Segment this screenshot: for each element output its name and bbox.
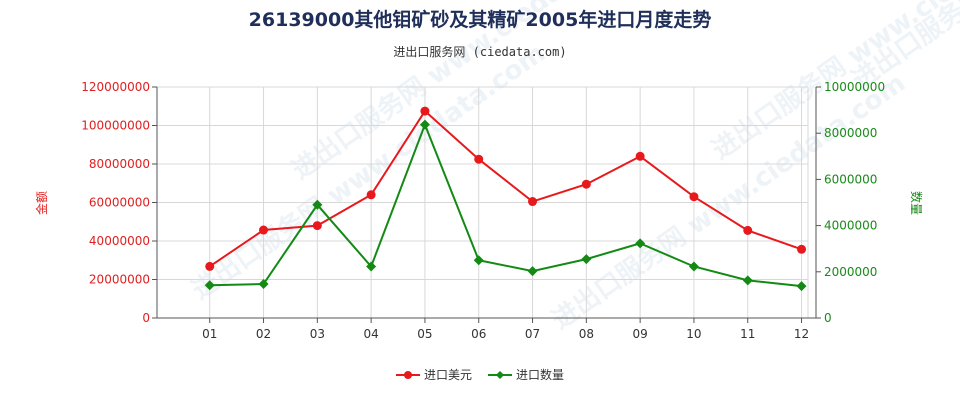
left-tick-label-4: 80000000	[89, 157, 150, 171]
left-tick-label-5: 100000000	[81, 119, 150, 133]
x-tick-label-8: 09	[632, 327, 647, 341]
watermark-text-2: 进出口服务网 www.ciedata.com	[547, 68, 911, 336]
series-2-point-06	[473, 255, 484, 266]
series-2-point-10	[688, 261, 699, 272]
series-2-point-12	[796, 281, 807, 292]
series-2-point-05	[419, 119, 430, 130]
series-2-point-11	[742, 275, 753, 286]
x-tick-label-4: 05	[417, 327, 432, 341]
right-axis-title: 数量	[909, 191, 924, 215]
right-tick-label-0: 0	[824, 311, 832, 325]
series-1-point-12	[797, 244, 807, 254]
legend-marker-1	[404, 371, 412, 379]
series-1-point-05	[420, 106, 430, 116]
legend: 进口美元 进口数量	[396, 367, 564, 382]
series-2-point-03	[312, 199, 323, 210]
right-tick-label-2: 4000000	[824, 219, 877, 233]
legend-label-2: 进口数量	[516, 367, 564, 382]
left-tick-label-0: 0	[142, 311, 150, 325]
left-tick-label-6: 120000000	[81, 80, 150, 94]
right-tick-label-5: 10000000	[824, 80, 885, 94]
legend-label-1: 进口美元	[424, 368, 472, 382]
x-tick-label-1: 02	[256, 327, 271, 341]
series-2-point-04	[366, 261, 377, 272]
series-1-point-11	[743, 225, 753, 235]
series-2-point-01	[204, 280, 215, 291]
x-tick-label-7: 08	[579, 327, 594, 341]
series-layer	[204, 106, 807, 292]
right-axis-ticks: 0 2000000 4000000 6000000 8000000 10000000	[816, 80, 885, 325]
x-tick-label-6: 07	[525, 327, 540, 341]
series-1-point-03	[312, 221, 322, 231]
x-tick-label-11: 12	[794, 327, 809, 341]
left-tick-label-2: 40000000	[89, 234, 150, 248]
right-tick-label-4: 8000000	[824, 126, 877, 140]
series-1-point-02	[259, 225, 269, 235]
x-tick-label-0: 01	[202, 327, 217, 341]
series-1-point-06	[474, 154, 484, 164]
legend-marker-2	[496, 371, 504, 379]
series-2-point-08	[581, 254, 592, 265]
chart-subtitle: 进出口服务网 (ciedata.com)	[393, 44, 566, 59]
chart-title: 26139000其他钼矿砂及其精矿2005年进口月度走势	[249, 8, 712, 31]
series-1-point-08	[581, 179, 591, 189]
series-1-point-07	[528, 197, 538, 207]
series-1-point-01	[205, 261, 215, 271]
series-line-2	[209, 121, 802, 288]
left-axis-title: 金额	[34, 191, 49, 215]
left-tick-label-1: 20000000	[89, 273, 150, 287]
x-tick-label-9: 10	[686, 327, 701, 341]
x-tick-label-3: 04	[363, 327, 378, 341]
right-tick-label-1: 2000000	[824, 265, 877, 279]
left-tick-label-3: 60000000	[89, 196, 150, 210]
right-tick-label-3: 6000000	[824, 172, 877, 186]
x-tick-label-10: 11	[740, 327, 755, 341]
series-2-point-02	[258, 279, 269, 290]
series-1-point-10	[689, 192, 699, 202]
left-axis-ticks: 0 20000000 40000000 60000000 80000000 1000000…	[81, 80, 157, 325]
x-axis-ticks: 01 02 03 04 05 06 07 08 09 10 11 12	[202, 318, 809, 341]
series-1-point-04	[366, 190, 376, 200]
x-tick-label-2: 03	[310, 327, 325, 341]
series-2-point-07	[527, 266, 538, 277]
series-1-point-09	[635, 151, 645, 161]
series-line-1	[209, 109, 802, 268]
series-2-point-09	[635, 238, 646, 249]
x-tick-label-5: 06	[471, 327, 486, 341]
